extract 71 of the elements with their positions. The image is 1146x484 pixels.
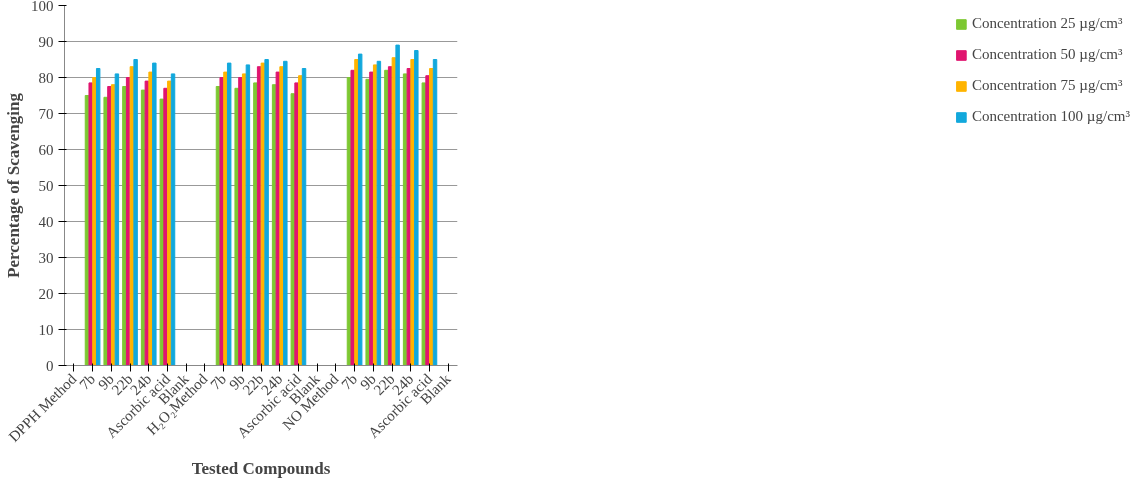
bar [301,68,307,366]
y-tick-label: 10 [38,321,54,338]
bar [92,77,97,366]
bar [425,75,430,366]
bar [95,68,101,366]
bar [245,64,251,366]
bar [238,77,243,366]
y-tick-label: 60 [38,141,54,158]
bar [148,71,153,366]
bar [133,59,138,366]
bar [414,50,419,366]
y-tick-label: 0 [46,357,54,374]
bar [264,59,269,366]
bar [294,82,299,366]
bar [234,87,239,366]
bar [170,73,176,366]
bar [223,71,228,366]
bar [406,68,412,366]
y-tick-label: 40 [38,213,54,230]
y-tick-label: 80 [38,69,54,86]
bar [350,69,355,366]
y-tick-label: 20 [38,285,54,302]
x-tick-label: 7b [76,370,99,393]
bar [290,93,296,366]
legend-label: Concentration 75 µg/cm³ [971,77,1123,94]
bar [372,64,378,366]
bar [167,80,172,366]
bar [298,75,303,366]
bar [122,86,127,366]
bar [432,59,438,366]
bar [107,86,112,366]
bar [369,71,374,366]
bar [103,96,108,366]
bar [357,53,363,366]
bar [144,80,150,366]
bar [241,73,247,366]
bar [152,62,157,366]
x-tick-label: 7b [207,370,230,393]
bar [260,62,266,366]
bar [129,66,135,366]
y-tick-label: 50 [38,177,54,194]
bar [410,59,415,366]
bar [391,57,397,366]
bar [226,62,232,366]
legend-label: Concentration 25 µg/cm³ [971,15,1123,32]
bar [275,71,281,366]
bar [163,87,168,366]
bar [384,69,389,366]
bar [421,82,427,366]
bar [219,77,224,366]
bar [110,84,116,366]
x-tick-label: 7b [338,370,361,393]
bar [376,60,382,366]
y-tick-label: 90 [38,33,54,50]
bar [159,98,165,366]
bar [279,66,284,366]
bar [365,78,370,366]
bar [283,60,288,366]
y-tick-label: 100 [31,0,54,14]
bar [253,82,258,366]
x-axis-title: Tested Compounds [191,458,331,478]
bar [88,82,93,366]
y-axis-title: Percentage of Scavenging [4,92,23,278]
bar [429,68,434,366]
bar [114,73,120,366]
legend-label: Concentration 100 µg/cm³ [971,108,1130,125]
y-tick-label: 70 [38,105,54,122]
legend-label: Concentration 50 µg/cm³ [971,46,1123,63]
bar [395,44,400,366]
y-tick-label: 30 [38,249,54,266]
bar [354,59,359,366]
